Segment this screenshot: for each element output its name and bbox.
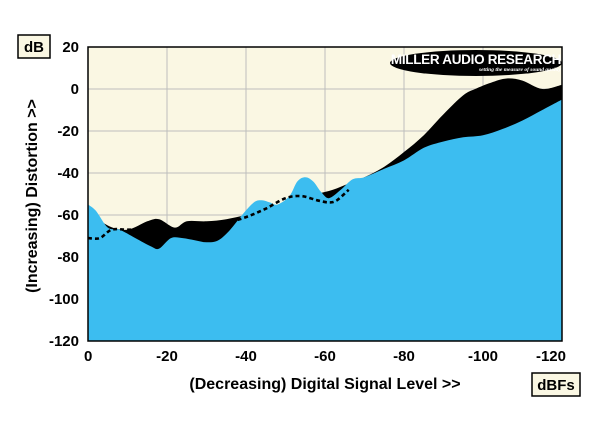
plot-frame: [87, 46, 563, 342]
x-tick-label: -100: [468, 348, 498, 365]
y-tick-label: -120: [49, 333, 79, 350]
y-axis-title: (Increasing) Distortion >>: [24, 99, 41, 293]
x-tick-label: 0: [84, 348, 92, 365]
logo-badge: [390, 50, 562, 76]
logo-name: MILLER AUDIO RESEARCH: [391, 52, 561, 67]
logo: MILLER AUDIO RESEARCH setting the measur…: [390, 50, 562, 76]
y-tick-label: 0: [71, 81, 79, 98]
y-tick-label: -40: [57, 165, 79, 182]
x-tick-label: -20: [156, 348, 178, 365]
x-tick-label: -40: [235, 348, 257, 365]
distortion-area: [88, 99, 562, 341]
x-tick-label: -60: [314, 348, 336, 365]
logo-tagline: setting the measure of sound quality: [478, 67, 562, 73]
x-unit-box: dBFs: [531, 372, 581, 397]
y-tick-label: -60: [57, 207, 79, 224]
dashed-trace: [88, 188, 350, 241]
x-tick-label: -120: [536, 348, 566, 365]
y-tick-labels: 20 0 -20 -40 -60 -80 -100 -120: [49, 39, 79, 350]
x-unit-label: dBFs: [537, 377, 575, 394]
y-unit-label: dB: [24, 39, 44, 56]
y-tick-label: -20: [57, 123, 79, 140]
x-tick-labels: 0 -20 -40 -60 -80 -100 -120: [84, 348, 566, 365]
y-tick-label: -80: [57, 249, 79, 266]
y-tick-label: 20: [62, 39, 79, 56]
x-tick-label: -80: [393, 348, 415, 365]
x-axis-title: (Decreasing) Digital Signal Level >>: [189, 376, 460, 393]
y-unit-box: dB: [17, 34, 51, 59]
y-tick-label: -100: [49, 291, 79, 308]
